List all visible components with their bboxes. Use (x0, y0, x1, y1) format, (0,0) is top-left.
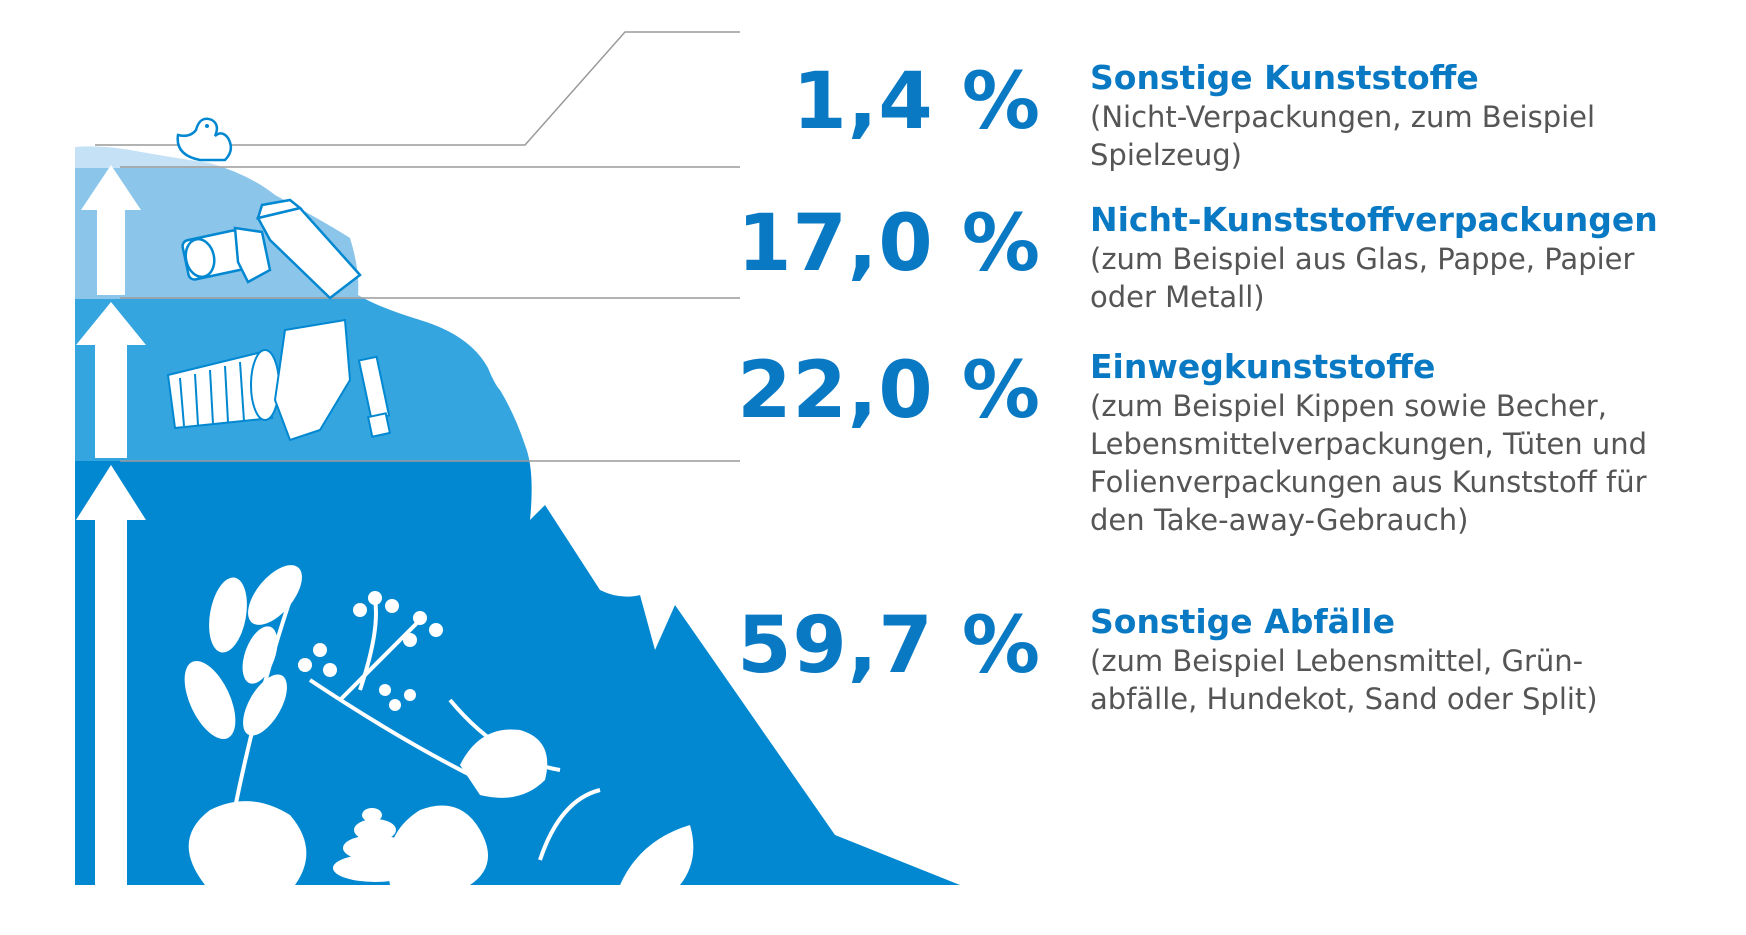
value-sonstige-kunststoffe: 1,4 % (792, 57, 1041, 147)
guide-lines (95, 31, 740, 462)
berries (298, 591, 443, 711)
layer-1 (75, 461, 960, 885)
series-name-einwegkunststoffe: Einwegkunststoffe (1090, 347, 1436, 386)
dog-poop-icon (333, 808, 417, 882)
label-block-nicht-kunststoffverpackungen: Nicht-Kunststoffverpackungen (zum Beispi… (1090, 200, 1730, 316)
value-nicht-kunststoffverpackungen: 17,0 % (737, 199, 1041, 289)
cigarette-icon (357, 355, 392, 438)
duck-icon (176, 117, 233, 162)
guide-line-1 (95, 31, 740, 146)
series-name-nicht-kunststoffverpackungen: Nicht-Kunststoffverpackungen (1090, 200, 1658, 239)
series-name-sonstige-kunststoffe: Sonstige Kunststoffe (1090, 58, 1479, 97)
berry-branch-icon (223, 599, 601, 861)
chips-bag-icon (273, 318, 352, 442)
arrow-up-icon (76, 165, 146, 885)
waste-pile-illustration (75, 31, 960, 885)
value-einwegkunststoffe: 22,0 % (737, 346, 1041, 436)
label-block-einwegkunststoffe: Einwegkunststoffe (zum Beispiel Kippen s… (1090, 347, 1730, 539)
value-sonstige-abfaelle: 59,7 % (737, 601, 1041, 691)
series-desc-einwegkunststoffe: (zum Beispiel Kippen sowie Becher, Leben… (1090, 389, 1648, 537)
series-desc-sonstige-abfaelle: (zum Beispiel Lebensmittel, Grün- abfäll… (1090, 644, 1598, 716)
label-block-sonstige-kunststoffe: Sonstige Kunststoffe (Nicht-Verpackungen… (1090, 58, 1730, 174)
milk-carton-icon (256, 198, 362, 300)
label-block-sonstige-abfaelle: Sonstige Abfälle (zum Beispiel Lebensmit… (1090, 602, 1730, 718)
house-icon (798, 733, 848, 751)
can-icon (181, 226, 272, 284)
series-desc-sonstige-kunststoffe: (Nicht-Verpackungen, zum Beispiel Spielz… (1090, 100, 1596, 172)
series-desc-nicht-kunststoffverpackungen: (zum Beispiel aus Glas, Pappe, Papier od… (1090, 242, 1635, 314)
series-name-sonstige-abfaelle: Sonstige Abfälle (1090, 602, 1395, 641)
cup-icon (166, 349, 280, 430)
